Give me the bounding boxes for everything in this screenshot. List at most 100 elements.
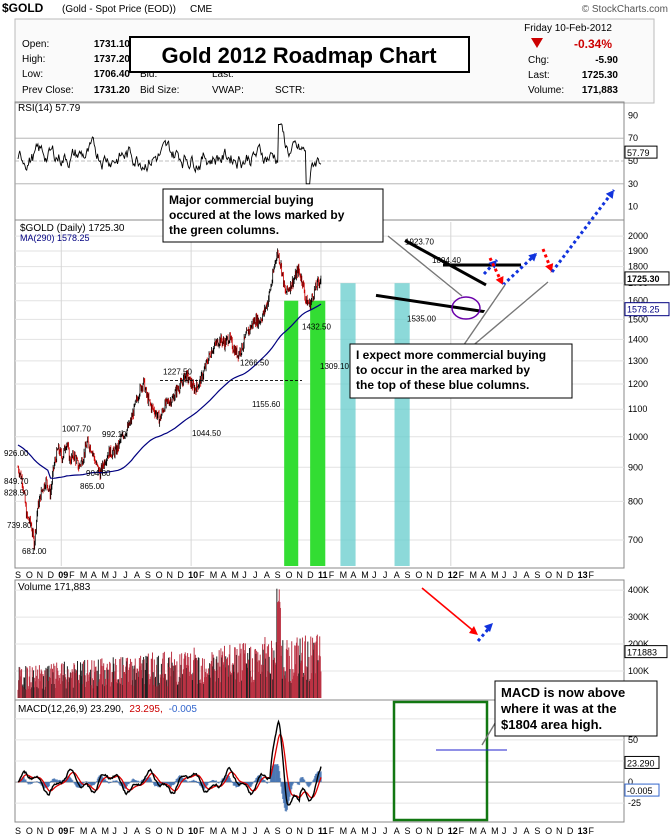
roadmap-arrow-down-1-head xyxy=(495,276,504,285)
x-axis-top-tick: J xyxy=(372,570,377,580)
x-axis-top-tick: O xyxy=(156,570,163,580)
price-y-tick: 1100 xyxy=(628,404,647,414)
x-axis-top-tick: D xyxy=(177,570,184,580)
x-axis-bottom-tick: F xyxy=(199,826,205,836)
x-axis-top-tick: N xyxy=(37,570,44,580)
x-axis-bottom-tick: N xyxy=(37,826,44,836)
price-y-tick: 1600 xyxy=(628,296,648,306)
x-axis-top-tick: S xyxy=(15,570,21,580)
x-axis-top-tick: N xyxy=(426,570,433,580)
x-axis-bottom-tick: F xyxy=(588,826,594,836)
x-axis-top-tick: M xyxy=(210,570,218,580)
x-axis-bottom-tick: 10 xyxy=(188,826,198,836)
x-axis-top-tick: S xyxy=(275,570,281,580)
volume-panel-label: Volume 171,883 xyxy=(18,582,91,593)
x-axis-bottom-tick: S xyxy=(534,826,540,836)
x-axis-top-tick: A xyxy=(394,570,400,580)
title-box xyxy=(129,36,470,73)
x-axis-top-tick: D xyxy=(307,570,314,580)
low-value: 1706.40 xyxy=(94,69,131,80)
x-axis-bottom-tick: S xyxy=(405,826,411,836)
x-axis-bottom-tick: A xyxy=(480,826,486,836)
roadmap-arrow-up-3-head xyxy=(605,190,614,199)
green-column xyxy=(284,300,299,566)
x-axis-bottom-tick: O xyxy=(156,826,163,836)
annotation-blue: I expect more commercial buying to occur… xyxy=(349,280,573,399)
support-trendline xyxy=(375,293,486,314)
blue-column xyxy=(394,283,410,566)
volume-value: 171,883 xyxy=(582,85,619,96)
price-y-tick: 1300 xyxy=(628,356,648,366)
price-point-label: 849.70 xyxy=(4,477,29,486)
x-axis-top-tick: D xyxy=(567,570,574,580)
x-axis-bottom-tick: M xyxy=(231,826,239,836)
x-axis-bottom-tick: N xyxy=(556,826,563,836)
price-point-label: 1266.50 xyxy=(240,358,269,367)
x-axis-bottom-tick: D xyxy=(437,826,444,836)
volume-blue-arrow-head xyxy=(484,623,493,632)
down-trendline xyxy=(404,239,487,287)
x-axis-top-tick: F xyxy=(459,570,465,580)
macd-hist-tag xyxy=(624,783,660,797)
x-axis-top-tick: S xyxy=(534,570,540,580)
annotation-macd: MACD is now above where it was at the $1… xyxy=(481,680,658,746)
axis-layer: S O N D 09 F M A M J J A S O N D 10 F M A M J J A S O N D 11 F M A M J J A S… xyxy=(15,570,594,836)
green-column xyxy=(310,300,326,566)
bid-size-label: Bid Size: xyxy=(140,85,179,96)
price-point-label: 1155.60 xyxy=(252,400,281,409)
price-point-label: 1007.70 xyxy=(62,425,91,434)
annotation-green: Major commercial buying occured at the l… xyxy=(162,188,464,298)
x-axis-bottom-tick: N xyxy=(166,826,173,836)
ma-label: MA(290) 1578.25 xyxy=(20,233,90,243)
price-point-label: 1923.70 xyxy=(405,237,434,246)
price-y-tick: 800 xyxy=(628,496,643,506)
x-axis-bottom-tick: F xyxy=(459,826,465,836)
symbol-label: $GOLD xyxy=(2,1,44,15)
last-price-tag xyxy=(624,271,670,286)
price-point-label: 1044.50 xyxy=(192,429,221,438)
x-axis-bottom-tick: M xyxy=(102,826,110,836)
x-axis-top-tick: M xyxy=(80,570,88,580)
rsi-y-tick: 90 xyxy=(628,110,638,120)
x-axis-bottom-tick: D xyxy=(47,826,54,836)
prev-close-label: Prev Close: xyxy=(22,85,74,96)
x-axis-top-tick: A xyxy=(524,570,530,580)
price-y-tick: 700 xyxy=(628,535,643,545)
price-y-tick: 900 xyxy=(628,462,643,472)
x-axis-bottom-tick: N xyxy=(426,826,433,836)
roadmap-arrow-up-3 xyxy=(550,189,616,273)
roadmap-arrow-up-2-head xyxy=(528,253,537,262)
macd-y-tick: 50 xyxy=(628,735,638,745)
price-point-label: 739.80 xyxy=(7,521,32,530)
price-point-label: 992.10 xyxy=(102,430,127,439)
x-axis-top-tick: J xyxy=(513,570,518,580)
macd-label-main: MACD(12,26,9) 23.290, xyxy=(18,704,124,715)
x-axis-bottom-tick: O xyxy=(415,826,422,836)
blue-column xyxy=(340,283,356,566)
x-axis-bottom-tick: S xyxy=(15,826,21,836)
volume-red-arrow-head xyxy=(469,626,478,635)
x-axis-bottom-tick: 12 xyxy=(448,826,458,836)
macd-hist-tag-text: -0.005 xyxy=(627,786,653,796)
x-axis-bottom-tick: M xyxy=(469,826,477,836)
x-axis-bottom-tick: A xyxy=(394,826,400,836)
x-axis-top-tick: J xyxy=(502,570,507,580)
low-circle xyxy=(451,296,481,320)
macd-note-line2: where it was at the xyxy=(500,701,617,716)
price-y-tick: 1900 xyxy=(628,246,648,256)
prev-close-value: 1731.20 xyxy=(94,85,131,96)
price-point-label: 904.80 xyxy=(86,469,111,478)
x-axis-top-tick: O xyxy=(26,570,33,580)
last-price-tag-text: 1725.30 xyxy=(627,274,660,284)
x-axis-bottom-tick: N xyxy=(296,826,303,836)
x-axis-bottom-tick: J xyxy=(513,826,518,836)
x-axis-top-tick: N xyxy=(166,570,173,580)
macd-value-tag-text: 23.290 xyxy=(627,758,655,768)
exchange-label: CME xyxy=(190,4,213,15)
x-axis-bottom-tick: F xyxy=(69,826,75,836)
x-axis-bottom-tick: A xyxy=(350,826,356,836)
x-axis-bottom-tick: A xyxy=(91,826,97,836)
price-point-label: 1432.50 xyxy=(302,323,331,332)
session-date: Friday 10-Feb-2012 xyxy=(524,23,612,34)
